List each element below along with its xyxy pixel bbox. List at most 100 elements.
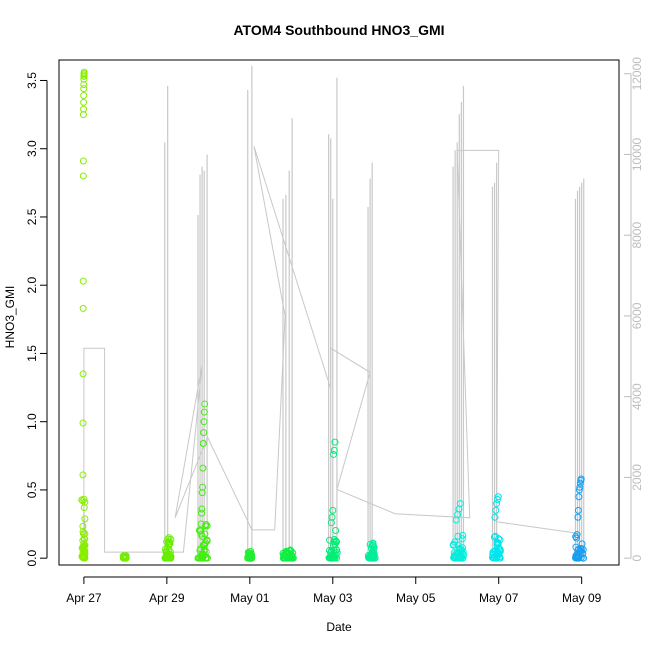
y2-tick-label: 6000	[630, 302, 644, 329]
y-tick-label: 1.0	[25, 413, 39, 430]
data-point	[492, 506, 500, 514]
data-point	[328, 513, 336, 521]
altitude-layer	[83, 65, 585, 559]
y2-tick-label: 0	[630, 554, 644, 561]
data-point	[368, 552, 376, 560]
data-point	[79, 172, 87, 180]
data-point	[575, 493, 583, 501]
data-point	[199, 541, 207, 549]
data-point	[326, 554, 334, 562]
data-point	[165, 545, 173, 553]
y-tick-label: 0.0	[25, 550, 39, 567]
y-axis-label: HNO3_GMI	[3, 286, 17, 349]
data-point	[79, 530, 87, 538]
data-point	[79, 111, 87, 119]
data-point	[197, 530, 205, 538]
data-point	[282, 547, 290, 555]
data-point	[79, 536, 87, 544]
data-point	[79, 419, 87, 427]
data-point	[450, 549, 458, 557]
x-tick-label: May 03	[313, 591, 353, 605]
data-point	[80, 504, 88, 512]
x-tick-label: Apr 27	[66, 591, 102, 605]
data-point	[79, 157, 87, 165]
data-point	[454, 532, 462, 540]
data-point	[332, 526, 340, 534]
x-tick-label: May 01	[230, 591, 270, 605]
data-point	[492, 552, 500, 560]
data-point	[454, 554, 462, 562]
y2-tick-label: 10000	[630, 137, 644, 171]
x-tick-label: Apr 29	[149, 591, 185, 605]
data-point	[579, 554, 587, 562]
data-point	[80, 105, 88, 113]
data-point	[197, 520, 205, 528]
data-point	[200, 418, 208, 426]
data-point	[333, 546, 341, 554]
y2-tick-label: 2000	[630, 464, 644, 491]
chart-title: ATOM4 Southbound HNO3_GMI	[233, 22, 444, 38]
flight-series	[161, 534, 175, 562]
data-point	[165, 534, 173, 542]
data-point	[496, 536, 504, 544]
y2-tick-label: 4000	[630, 383, 644, 410]
data-point	[202, 521, 210, 529]
data-point	[576, 483, 584, 491]
data-point	[491, 513, 499, 521]
data-point	[81, 550, 89, 558]
data-point	[79, 522, 87, 530]
data-point	[329, 554, 337, 562]
x-tick-label: May 09	[562, 591, 602, 605]
flight-series	[325, 438, 341, 562]
data-point	[201, 400, 209, 408]
data-point	[496, 547, 504, 555]
data-point	[162, 552, 170, 560]
data-point	[200, 408, 208, 416]
y-tick-label: 0.5	[25, 481, 39, 498]
data-point	[198, 505, 206, 513]
data-point	[80, 75, 88, 83]
data-point	[203, 536, 211, 544]
data-point	[79, 277, 87, 285]
x-tick-label: May 05	[396, 591, 436, 605]
data-point	[80, 68, 88, 76]
data-point	[161, 545, 169, 553]
y2-tick-label: 8000	[630, 222, 644, 249]
data-point	[197, 527, 205, 535]
data-point	[369, 539, 377, 547]
data-point	[576, 479, 584, 487]
data-point	[579, 546, 587, 554]
data-point	[574, 506, 582, 514]
data-point	[79, 543, 87, 551]
data-point	[575, 486, 583, 494]
y-axis: 0.0 0.5 1.0 1.5 2.0 2.5 3.0 3.5	[25, 72, 48, 567]
data-point	[459, 531, 467, 539]
data-point	[80, 98, 88, 106]
data-point	[122, 554, 130, 562]
data-point	[331, 438, 339, 446]
data-point	[198, 509, 206, 517]
data-point	[490, 533, 498, 541]
plot-frame	[58, 59, 620, 566]
data-point	[200, 542, 208, 550]
data-point	[201, 551, 209, 559]
data-point	[495, 535, 503, 543]
data-point	[326, 536, 334, 544]
y2-tick-label: 12000	[630, 57, 644, 91]
data-point	[496, 554, 504, 562]
data-point	[79, 497, 87, 505]
data-point	[167, 553, 175, 561]
data-point	[369, 542, 377, 550]
altitude-track-line	[83, 146, 582, 553]
data-point	[80, 553, 88, 561]
data-point	[199, 483, 207, 491]
data-point	[573, 552, 581, 560]
data-point	[80, 495, 88, 503]
data-point	[244, 554, 252, 562]
points-layer	[78, 68, 587, 562]
data-point	[199, 464, 207, 472]
data-point	[79, 370, 87, 378]
data-point	[80, 540, 88, 548]
y-tick-label: 1.5	[25, 345, 39, 362]
